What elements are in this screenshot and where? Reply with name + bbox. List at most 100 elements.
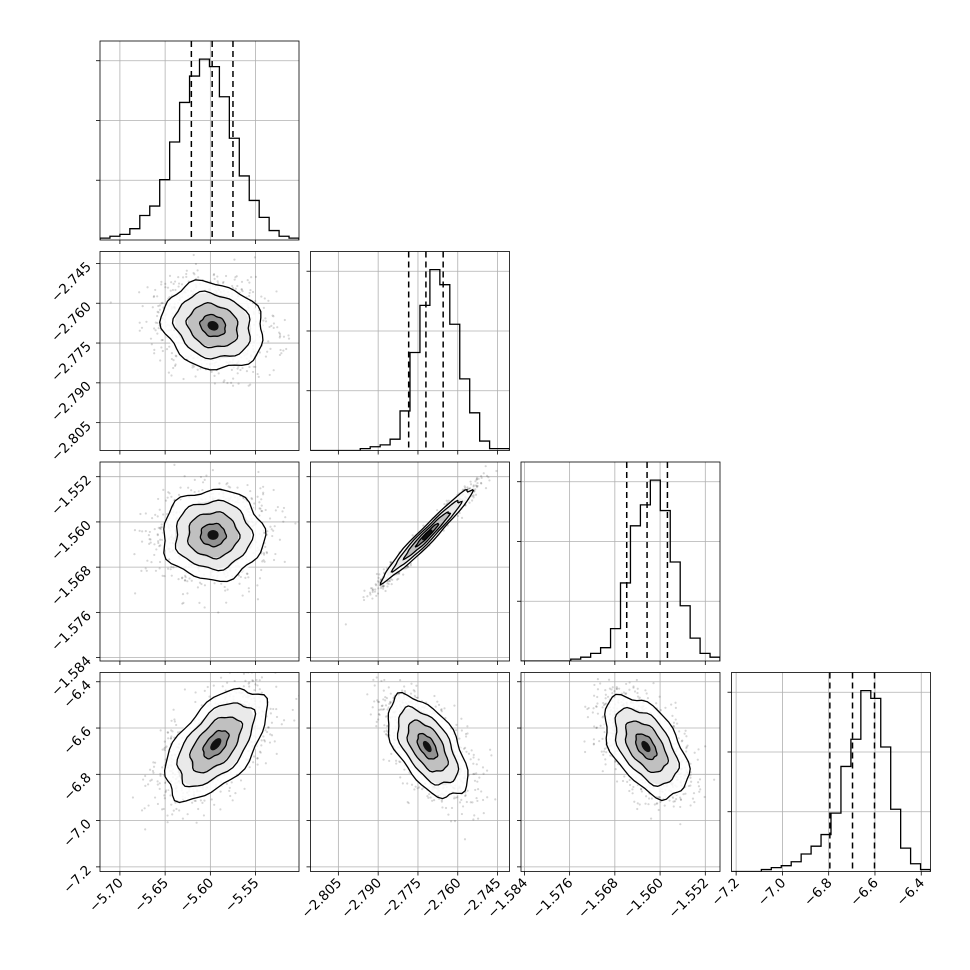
sample-point (422, 524, 425, 527)
sample-point (237, 382, 240, 385)
sample-point (186, 813, 189, 816)
sample-point (420, 788, 424, 791)
sample-point (275, 290, 278, 293)
sample-point (260, 691, 263, 694)
sample-point (236, 372, 239, 375)
sample-point (501, 459, 503, 461)
sample-point (363, 589, 366, 592)
histogram-panel-3 (727, 672, 931, 872)
sample-point (377, 718, 380, 721)
sample-point (274, 552, 277, 556)
sample-point (262, 485, 265, 488)
sample-point (464, 794, 467, 797)
sample-point (602, 701, 605, 705)
sample-point (656, 802, 659, 805)
sample-point (258, 351, 261, 354)
sample-point (191, 366, 194, 369)
panel-frame (99, 672, 300, 872)
sample-point (178, 809, 181, 812)
sample-point (257, 375, 260, 379)
sample-point (134, 592, 137, 595)
sample-point (159, 774, 162, 777)
sample-point (234, 791, 237, 795)
sample-point (481, 798, 485, 802)
sample-point (224, 274, 228, 278)
sample-point (415, 684, 418, 687)
sample-point (644, 689, 647, 692)
contour-line (614, 706, 680, 787)
sample-point (674, 718, 677, 721)
density-peak (210, 738, 222, 751)
sample-point (375, 676, 378, 679)
sample-point (283, 318, 286, 322)
contour-line (171, 290, 251, 360)
sample-point (480, 474, 483, 478)
sample-point (601, 706, 604, 709)
sample-point (647, 803, 650, 806)
sample-point (276, 326, 279, 329)
sample-point (140, 326, 144, 329)
sample-point (212, 273, 216, 276)
sample-point (595, 705, 598, 708)
sample-point (273, 525, 276, 528)
sample-point (241, 366, 244, 370)
sample-point (282, 719, 286, 722)
sample-point (472, 818, 475, 821)
sample-point (167, 371, 170, 374)
y-tick-label: −1.576 (48, 608, 95, 655)
sample-point (477, 758, 480, 761)
sample-point (487, 476, 490, 479)
sample-point (204, 662, 206, 664)
sample-point (611, 691, 614, 695)
sample-point (213, 803, 216, 806)
sample-point (689, 762, 692, 765)
sample-point (272, 369, 275, 372)
x-tick-label: −2.775 (378, 875, 425, 922)
sample-point (595, 726, 598, 729)
y-tick-label: −6.8 (60, 770, 94, 804)
sample-point (256, 757, 259, 760)
sample-point (153, 553, 156, 557)
sample-point (623, 775, 626, 778)
sample-point (373, 590, 377, 593)
sample-point (222, 280, 225, 284)
sample-point (154, 288, 157, 292)
sample-point (231, 384, 235, 387)
sample-point (375, 594, 378, 597)
sample-point (263, 560, 266, 563)
sample-point (676, 722, 679, 725)
sample-point (436, 509, 439, 512)
sample-point (384, 733, 388, 736)
sample-point (595, 705, 598, 708)
sample-point (690, 780, 693, 783)
sample-point (194, 375, 197, 378)
sample-point (170, 357, 173, 361)
sample-point (166, 731, 169, 734)
sample-point (481, 766, 485, 769)
sample-point (228, 786, 231, 789)
x-tick-label: −7.2 (708, 875, 742, 909)
sample-point (262, 306, 265, 310)
sample-point (385, 725, 389, 728)
sample-point (472, 756, 475, 759)
sample-point (162, 488, 165, 492)
sample-point (236, 486, 239, 489)
sample-point (633, 800, 636, 803)
sample-point (368, 591, 372, 594)
sample-point (279, 348, 282, 352)
sample-point (163, 797, 166, 800)
sample-point (373, 684, 376, 687)
sample-point (444, 806, 448, 810)
sample-point (220, 582, 223, 585)
sample-point (376, 699, 379, 702)
sample-point (271, 534, 274, 538)
sample-point (389, 560, 392, 564)
sample-point (640, 787, 643, 790)
sample-point (384, 704, 388, 707)
sample-point (150, 561, 153, 564)
density-peak (207, 321, 219, 331)
sample-point (159, 544, 162, 547)
sample-point (460, 729, 463, 732)
sample-point (150, 778, 153, 781)
